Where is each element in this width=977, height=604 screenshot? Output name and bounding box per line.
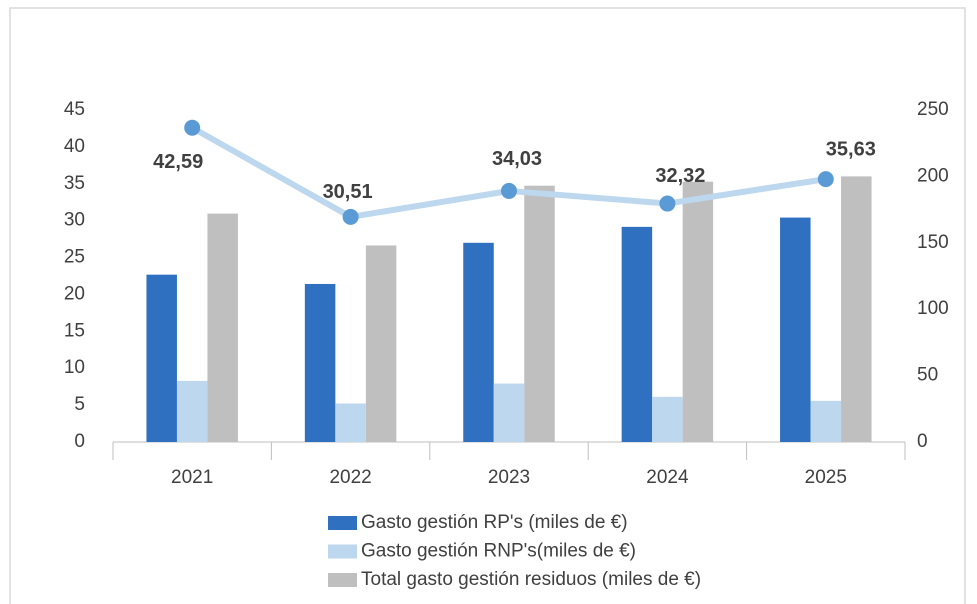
- line-marker: [817, 171, 834, 188]
- x-tick-label: 2024: [646, 467, 689, 488]
- legend-swatch: [328, 516, 357, 530]
- y2-tick-label: 250: [917, 99, 949, 120]
- bar: [463, 242, 494, 442]
- legend-label: Gasto gestión RNP's(miles de €): [361, 541, 636, 562]
- bar: [524, 185, 555, 443]
- bar: [146, 274, 177, 442]
- x-tick-label: 2025: [805, 467, 847, 488]
- y-tick-label: 5: [74, 394, 85, 415]
- y-tick-label: 40: [64, 136, 85, 157]
- line: [190, 125, 827, 220]
- bar: [207, 213, 238, 442]
- legend-label: Total gasto gestión residuos (miles de €…: [361, 569, 701, 590]
- y-tick-label: 30: [64, 210, 85, 231]
- bar: [780, 217, 811, 442]
- y2-tick-label: 100: [917, 298, 949, 319]
- data-label: 42,59: [153, 151, 203, 173]
- x-tick-label: 2022: [329, 467, 371, 488]
- bar: [621, 226, 653, 442]
- data-label: 30,51: [323, 181, 373, 203]
- bar: [176, 380, 208, 442]
- y2-tick-label: 150: [917, 232, 949, 253]
- x-tick-label: 2023: [488, 467, 530, 488]
- bar: [652, 396, 683, 442]
- legend-swatch: [328, 573, 357, 587]
- y2-tick-label: 0: [917, 431, 928, 452]
- y-tick-label: 0: [74, 431, 85, 452]
- y-tick-label: 20: [64, 283, 85, 304]
- data-label: 34,03: [492, 148, 542, 170]
- bar: [810, 400, 842, 442]
- chart-frame: [9, 7, 966, 604]
- bar: [682, 181, 714, 442]
- data-label: 35,63: [826, 138, 876, 160]
- bar: [493, 383, 525, 442]
- x-tick-label: 2021: [171, 467, 213, 488]
- bar: [365, 245, 397, 442]
- y-tick-label: 45: [64, 99, 85, 120]
- y2-tick-label: 50: [917, 365, 938, 386]
- bar: [304, 283, 336, 442]
- line-marker: [342, 208, 359, 225]
- legend-label: Gasto gestión RP's (miles de €): [361, 512, 628, 533]
- legend-swatch: [328, 544, 357, 559]
- line-marker: [184, 119, 201, 136]
- bar: [335, 403, 366, 442]
- y-tick-label: 15: [64, 320, 85, 341]
- line-marker: [659, 195, 676, 212]
- bar: [841, 176, 872, 442]
- y-tick-label: 10: [64, 357, 85, 378]
- y-tick-label: 35: [64, 173, 85, 194]
- y2-tick-label: 200: [917, 165, 949, 186]
- y-tick-label: 25: [64, 247, 85, 268]
- line-marker: [501, 182, 517, 199]
- data-label: 32,32: [655, 165, 705, 187]
